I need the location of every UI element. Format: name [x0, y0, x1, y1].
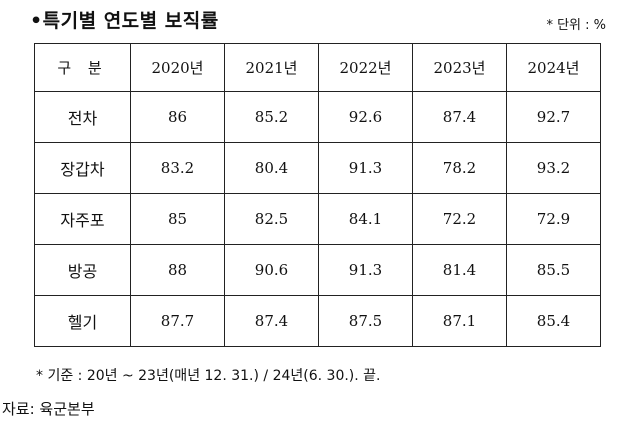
table-cell: 85.5 [506, 244, 601, 296]
table-row: 방공 88 90.6 91.3 81.4 85.5 [34, 244, 601, 296]
table-cell: 92.7 [506, 91, 601, 143]
year-header: 2020년 [130, 43, 225, 92]
year-header: 2023년 [412, 43, 507, 92]
header-row: 구 분 2020년 2021년 2022년 2023년 2024년 [34, 43, 601, 92]
table-cell: 88 [130, 244, 225, 296]
table-cell: 85 [130, 193, 225, 245]
table-row: 전차 86 85.2 92.6 87.4 92.7 [34, 91, 601, 143]
table-cell: 86 [130, 91, 225, 143]
row-label: 전차 [34, 91, 131, 143]
row-label: 자주포 [34, 193, 131, 245]
table-row: 헬기 87.7 87.4 87.5 87.1 85.4 [34, 295, 601, 347]
table-cell: 87.5 [318, 295, 413, 347]
table-cell: 90.6 [224, 244, 319, 296]
table-cell: 87.1 [412, 295, 507, 347]
table-cell: 82.5 [224, 193, 319, 245]
year-header: 2022년 [318, 43, 413, 92]
source-label: 자료: 육군본부 [2, 400, 95, 418]
table-cell: 84.1 [318, 193, 413, 245]
table-cell: 81.4 [412, 244, 507, 296]
table-cell: 85.4 [506, 295, 601, 347]
retention-table: 구 분 2020년 2021년 2022년 2023년 2024년 전차 86 … [34, 43, 601, 347]
table-row: 장갑차 83.2 80.4 91.3 78.2 93.2 [34, 142, 601, 194]
page-title: •특기별 연도별 보직률 [30, 10, 219, 32]
table-cell: 87.4 [412, 91, 507, 143]
table-cell: 85.2 [224, 91, 319, 143]
table-cell: 93.2 [506, 142, 601, 194]
footnote: * 기준 : 20년 ~ 23년(매년 12. 31.) / 24년(6. 30… [36, 368, 381, 384]
table-cell: 91.3 [318, 142, 413, 194]
table-cell: 80.4 [224, 142, 319, 194]
table-cell: 78.2 [412, 142, 507, 194]
table-cell: 72.9 [506, 193, 601, 245]
table-cell: 83.2 [130, 142, 225, 194]
year-header: 2024년 [506, 43, 601, 92]
row-label: 방공 [34, 244, 131, 296]
unit-label: * 단위 : % [546, 18, 606, 33]
table-cell: 72.2 [412, 193, 507, 245]
table-cell: 87.4 [224, 295, 319, 347]
row-label: 장갑차 [34, 142, 131, 194]
table-cell: 87.7 [130, 295, 225, 347]
table-cell: 92.6 [318, 91, 413, 143]
year-header: 2021년 [224, 43, 319, 92]
row-label: 헬기 [34, 295, 131, 347]
table-row: 자주포 85 82.5 84.1 72.2 72.9 [34, 193, 601, 245]
corner-header: 구 분 [34, 43, 131, 92]
table-cell: 91.3 [318, 244, 413, 296]
